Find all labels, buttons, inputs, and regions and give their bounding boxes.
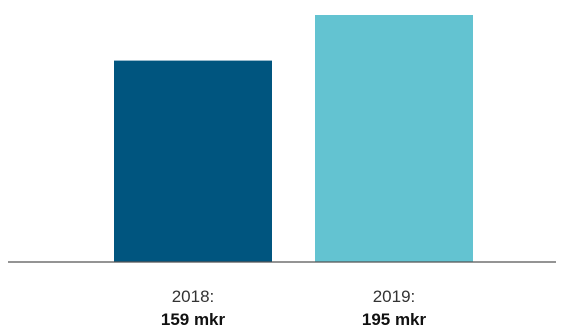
bar-2019 xyxy=(315,15,473,262)
bars-group xyxy=(114,15,473,262)
value-label: 159 mkr xyxy=(161,310,226,327)
category-label: 2018: xyxy=(172,287,215,306)
category-labels-group: 2018: 159 mkr 2019: 195 mkr xyxy=(161,287,427,327)
bar-2018 xyxy=(114,60,272,262)
category-label: 2019: xyxy=(373,287,416,306)
value-label: 195 mkr xyxy=(362,310,427,327)
